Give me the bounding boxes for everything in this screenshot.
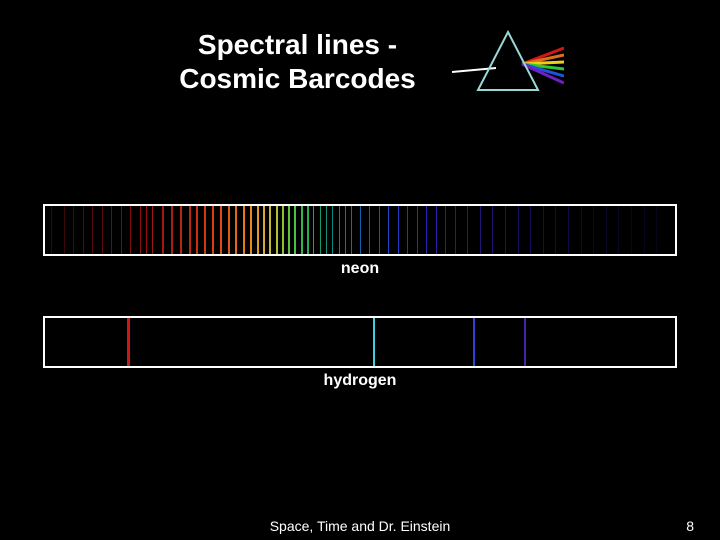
- spectral-line: [388, 206, 389, 254]
- spectral-line: [51, 206, 52, 254]
- spectral-line: [369, 206, 370, 254]
- spectral-line: [373, 318, 375, 366]
- spectral-line: [480, 206, 481, 254]
- spectral-line: [152, 206, 153, 254]
- spectral-line: [73, 206, 74, 254]
- slide: Spectral lines - Cosmic Barcodes neon hyd…: [0, 0, 720, 540]
- spectral-line: [180, 206, 182, 254]
- spectral-line: [618, 206, 619, 254]
- spectral-line: [196, 206, 198, 254]
- spectral-line: [339, 206, 340, 254]
- spectral-line: [282, 206, 284, 254]
- spectral-line: [263, 206, 265, 254]
- prism-icon: [452, 24, 564, 104]
- spectral-line: [171, 206, 173, 254]
- footer-title: Space, Time and Dr. Einstein: [0, 518, 720, 534]
- spectrum-label-neon: neon: [43, 260, 677, 278]
- spectral-line: [102, 206, 103, 254]
- spectral-line: [269, 206, 271, 254]
- spectral-line: [288, 206, 290, 254]
- spectral-line: [220, 206, 222, 254]
- spectral-line: [83, 206, 84, 254]
- title-line-2: Cosmic Barcodes: [160, 62, 435, 96]
- spectral-line: [140, 206, 141, 254]
- spectrum-hydrogen: hydrogen: [43, 316, 677, 390]
- spectral-line: [505, 206, 506, 254]
- spectral-line: [307, 206, 309, 254]
- spectral-line: [593, 206, 594, 254]
- spectral-line: [518, 206, 519, 254]
- spectrum-label-hydrogen: hydrogen: [43, 372, 677, 390]
- spectral-line: [212, 206, 214, 254]
- spectral-line: [127, 318, 130, 366]
- spectrum-bar-hydrogen: [43, 316, 677, 368]
- spectral-line: [320, 206, 321, 254]
- spectral-line: [250, 206, 252, 254]
- spectral-line: [228, 206, 230, 254]
- spectral-line: [455, 206, 456, 254]
- spectral-line: [351, 206, 352, 254]
- title-block: Spectral lines - Cosmic Barcodes: [160, 28, 435, 95]
- spectral-line: [64, 206, 65, 254]
- spectral-line: [92, 206, 93, 254]
- spectral-line: [555, 206, 556, 254]
- spectral-line: [204, 206, 206, 254]
- spectral-line: [189, 206, 191, 254]
- spectral-line: [294, 206, 296, 254]
- spectral-line: [631, 206, 632, 254]
- spectral-line: [492, 206, 493, 254]
- spectral-line: [111, 206, 112, 254]
- spectral-line: [436, 206, 437, 254]
- spectral-line: [345, 206, 346, 254]
- spectral-line: [445, 206, 446, 254]
- spectral-line: [426, 206, 427, 254]
- spectral-line: [473, 318, 475, 366]
- spectral-line: [379, 206, 380, 254]
- spectral-line: [467, 206, 468, 254]
- spectral-line: [530, 206, 531, 254]
- spectral-line: [243, 206, 245, 254]
- spectral-line: [407, 206, 408, 254]
- spectral-line: [568, 206, 569, 254]
- spectral-line: [146, 206, 147, 254]
- spectral-line: [524, 318, 526, 366]
- spectral-line: [121, 206, 122, 254]
- spectral-line: [398, 206, 399, 254]
- spectral-line: [235, 206, 237, 254]
- prism-illustration: [452, 24, 564, 104]
- spectral-line: [313, 206, 314, 254]
- title-line-1: Spectral lines -: [160, 28, 435, 62]
- spectral-line: [606, 206, 607, 254]
- spectral-line: [332, 206, 333, 254]
- spectral-line: [656, 206, 657, 254]
- spectral-line: [326, 206, 327, 254]
- spectral-line: [360, 206, 361, 254]
- spectral-line: [130, 206, 131, 254]
- spectral-line: [301, 206, 303, 254]
- spectral-line: [162, 206, 164, 254]
- spectrum-bar-neon: [43, 204, 677, 256]
- spectral-line: [417, 206, 418, 254]
- spectral-line: [543, 206, 544, 254]
- spectral-line: [276, 206, 278, 254]
- spectral-line: [257, 206, 259, 254]
- spectrum-neon: neon: [43, 204, 677, 278]
- spectral-line: [581, 206, 582, 254]
- spectral-line: [644, 206, 645, 254]
- page-number: 8: [686, 518, 694, 534]
